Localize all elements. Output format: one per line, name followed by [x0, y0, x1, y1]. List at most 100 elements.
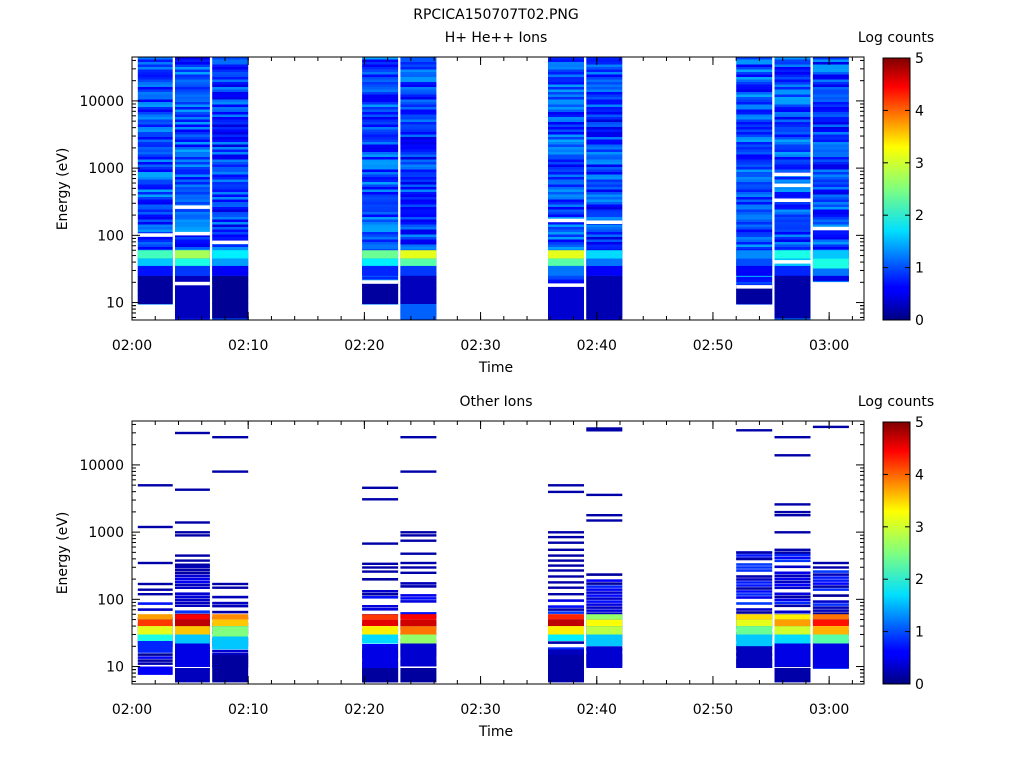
spectrum-cell [586, 244, 623, 248]
spectrum-cell [812, 84, 849, 88]
spectrum-cell [548, 122, 584, 125]
spectrum-cell [774, 209, 811, 213]
spectrum-cell [586, 182, 623, 185]
energy-band [586, 626, 623, 635]
spectrum-cell [137, 97, 173, 100]
spectrum-cell [548, 89, 584, 93]
count-line [548, 531, 584, 534]
spectrum-cell [774, 72, 811, 75]
spectrum-cell [774, 601, 811, 605]
spectrum-cell [400, 94, 437, 98]
spectrum-cell [774, 142, 811, 145]
spectrum-cell [400, 207, 437, 210]
spectrum-cell [774, 129, 811, 133]
spectrum-cell [812, 99, 849, 103]
spectrum-cell [175, 139, 210, 143]
spectrum-cell [586, 169, 623, 173]
spectrum-cell [362, 207, 399, 210]
spectrum-cell [137, 82, 173, 85]
spectrum-cell [736, 184, 773, 188]
spectrum-cell [400, 149, 437, 153]
spectrum-cell [812, 59, 849, 63]
spectrum-cell [175, 132, 210, 135]
energy-band [774, 634, 811, 644]
spectrum-cell [736, 189, 773, 193]
spectrum-cell [812, 117, 849, 120]
spectrum-cell [812, 97, 849, 100]
spectrum-cell [212, 184, 249, 188]
spectrum-cell [586, 184, 623, 188]
spectrum-cell [774, 104, 811, 108]
spectrum-cell [362, 149, 399, 153]
spectrum-cell [362, 92, 399, 95]
spectrum-cell [736, 227, 773, 230]
energy-band [736, 287, 773, 305]
spectrum-cell [548, 202, 584, 205]
spectrum-cell [548, 77, 584, 80]
energy-band [137, 666, 173, 675]
spectrum-cell [175, 604, 210, 607]
spectrum-cell [736, 179, 773, 183]
spectrum-cell [362, 194, 399, 198]
spectrum-cell [548, 605, 584, 608]
spectrum-cell [400, 167, 437, 170]
spectrum-cell [736, 127, 773, 130]
spectrum-cell [212, 57, 249, 60]
spectrum-cell [736, 187, 773, 190]
spectrum-cell [137, 219, 173, 223]
spectrum-cell [548, 109, 584, 113]
x-tick-label: 02:40 [577, 338, 617, 354]
energy-band [400, 668, 437, 683]
spectrum-cell [362, 189, 399, 193]
axes: 02:00 02:10 02:20 02:30 02:40 02:50 03:00 10 100… [79, 56, 865, 354]
spectrum-cell [586, 147, 623, 150]
spectrum-cell [586, 92, 623, 95]
y-tick-label: 100 [97, 228, 124, 244]
count-line [137, 484, 173, 487]
spectrum-cell [586, 84, 623, 88]
spectrum-cell [400, 227, 437, 230]
spectrum-cell [548, 204, 584, 208]
energy-band [812, 634, 849, 644]
spectrum-cell [736, 569, 773, 572]
spectrum-cell [774, 134, 811, 138]
spectrum-cell [212, 182, 249, 185]
spectrum-cell [212, 104, 249, 108]
spectrum-cell [812, 192, 849, 195]
spectrum-cell [736, 239, 773, 243]
spectrum-cell [175, 104, 210, 108]
energy-band [212, 619, 249, 627]
count-line [736, 551, 773, 554]
figure-title: RPCICA150707T02.PNG [413, 7, 578, 23]
spectrum-cell [212, 217, 249, 220]
spectrum-cell [586, 159, 623, 163]
panel-h-he-ions: H+ He++ Ions Log counts Energy (eV) Time… [55, 30, 934, 376]
spectrum-cell [175, 64, 210, 68]
spectrum-cell [175, 247, 210, 250]
spectrum-cell [586, 237, 623, 240]
spectrum-cell [548, 92, 584, 95]
energy-band [812, 643, 849, 668]
spectrum-cell [736, 97, 773, 100]
energy-band [212, 614, 249, 620]
spectrum-cell [400, 82, 437, 85]
data-gap [736, 285, 773, 289]
energy-band [586, 614, 623, 620]
spectrum-cell [774, 189, 811, 193]
energy-band [736, 634, 773, 647]
count-line [812, 425, 849, 429]
spectrum-cell [774, 565, 811, 569]
spectrum-cell [400, 182, 437, 185]
spectrum-cell [586, 204, 623, 208]
spectrum-cell [175, 84, 210, 88]
spectrum-cell [812, 214, 849, 218]
count-line [548, 541, 584, 544]
spectrum-cell [175, 149, 210, 153]
spectrum-cell [548, 189, 584, 193]
spectrum-cell [175, 172, 210, 175]
spectrum-cell [774, 157, 811, 160]
spectrum-cell [362, 232, 399, 235]
spectrum-cell [175, 565, 210, 568]
spectrum-cell [400, 194, 437, 198]
spectrum-cell [812, 112, 849, 115]
